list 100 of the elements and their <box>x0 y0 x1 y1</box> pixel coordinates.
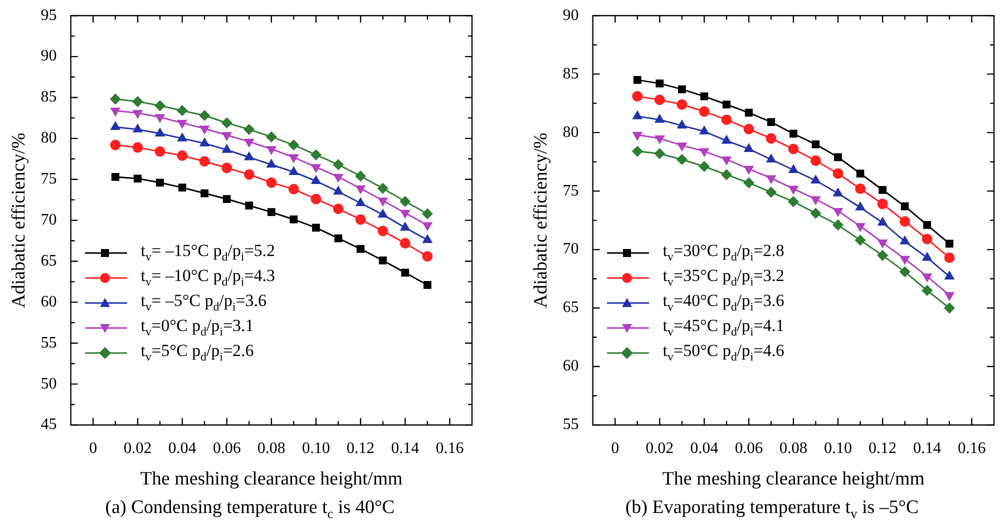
point <box>811 175 820 184</box>
x-tick-label: 0.12 <box>868 440 897 457</box>
point <box>900 216 910 227</box>
point <box>655 114 664 123</box>
point <box>244 138 254 147</box>
x-tick-label: 0.16 <box>436 440 464 457</box>
point <box>855 183 866 194</box>
y-tick-label: 75 <box>40 170 57 188</box>
legend-label: t$_{v}$= –15°C p$_{d}$/p$_{i}$=5.2 <box>140 240 276 264</box>
point <box>355 214 366 225</box>
point <box>266 177 277 188</box>
x-tick-label: 0.02 <box>646 440 674 457</box>
point <box>378 183 388 194</box>
point <box>766 133 776 144</box>
point <box>766 175 776 184</box>
point <box>133 110 142 118</box>
x-tick-label: 0.08 <box>257 440 286 457</box>
x-tick-label: 0 <box>611 440 620 457</box>
point <box>878 186 886 194</box>
x-tick-label: 0.10 <box>824 440 852 457</box>
point <box>700 126 709 134</box>
point <box>721 114 732 125</box>
point <box>400 222 410 231</box>
point <box>355 170 366 182</box>
point <box>310 194 322 204</box>
point <box>855 234 866 246</box>
point <box>222 144 232 153</box>
point <box>923 221 932 229</box>
point <box>922 234 932 244</box>
point <box>744 166 754 174</box>
point <box>154 100 166 111</box>
point <box>333 204 344 214</box>
y-tick-label: 55 <box>40 334 57 352</box>
y-tick-label: 65 <box>40 252 57 270</box>
point <box>422 208 433 219</box>
legend-label: t$_{v}$=0°C p$_{d}$/p$_{i}$=3.1 <box>140 316 254 340</box>
point <box>178 120 187 128</box>
point <box>423 281 432 289</box>
point <box>676 99 688 110</box>
legend-label: t$_{v}$= –5°C p$_{d}$/p$_{i}$=3.6 <box>140 290 267 314</box>
point <box>200 189 208 198</box>
y-tick-label: 85 <box>40 88 57 106</box>
point <box>110 108 120 116</box>
y-tick-label: 55 <box>562 416 579 434</box>
point <box>333 159 344 170</box>
point <box>678 85 686 94</box>
legend-label: t$_{v}$=5°C p$_{d}$/p$_{i}$=2.6 <box>140 340 254 364</box>
point <box>110 140 121 150</box>
x-tick-label: 0.16 <box>958 440 986 457</box>
point <box>266 146 276 154</box>
point <box>811 196 820 204</box>
point <box>222 118 232 128</box>
point <box>244 169 254 180</box>
point <box>133 124 142 132</box>
point <box>812 140 820 148</box>
y-tick-label: 70 <box>40 212 57 229</box>
point <box>110 94 121 104</box>
y-tick-label: 90 <box>562 6 579 24</box>
point <box>244 124 254 135</box>
point <box>810 208 821 219</box>
text: (b) Evaporating temperature t$_{v}$ is –5°C <box>624 497 920 522</box>
point <box>222 162 232 174</box>
point <box>744 144 754 152</box>
point <box>833 188 843 196</box>
point <box>110 122 120 130</box>
point <box>312 224 320 232</box>
x-tick-label: 0.10 <box>302 440 330 457</box>
legend-label: t$_{v}$=40°C p$_{d}$/p$_{i}$=3.6 <box>662 290 784 314</box>
point <box>722 136 732 144</box>
point <box>178 133 187 142</box>
point <box>154 146 166 157</box>
point <box>267 208 276 216</box>
legend-label: t$_{v}$=30°C p$_{d}$/p$_{i}$=2.8 <box>662 240 784 264</box>
point <box>290 216 298 224</box>
legend-label: t$_{v}$=45°C p$_{d}$/p$_{i}$=4.1 <box>662 316 784 340</box>
point <box>722 100 730 108</box>
point <box>789 130 798 138</box>
y-tick-label: 80 <box>562 124 579 141</box>
y-tick-label: 50 <box>40 375 57 392</box>
point <box>922 252 932 261</box>
point <box>721 169 732 180</box>
point <box>744 108 753 117</box>
point <box>356 198 366 206</box>
point <box>155 128 165 137</box>
x-tick-label: 0.14 <box>913 440 942 457</box>
point <box>200 138 210 146</box>
point <box>356 185 366 194</box>
y-axis-title: Adiabatic efficiency/% <box>8 132 30 308</box>
point <box>289 166 298 175</box>
point <box>700 92 708 100</box>
x-tick-label: 0.14 <box>391 440 420 457</box>
point <box>900 256 910 264</box>
point <box>356 245 364 253</box>
point <box>422 234 432 243</box>
point <box>810 155 821 166</box>
point <box>334 186 343 195</box>
point <box>766 154 776 162</box>
point <box>400 196 410 207</box>
point <box>945 240 954 248</box>
point <box>944 252 955 263</box>
